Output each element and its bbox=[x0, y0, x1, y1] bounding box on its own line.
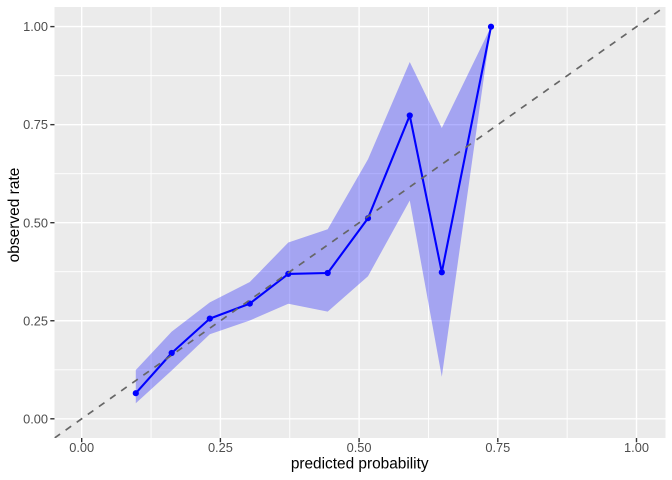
svg-text:1.00: 1.00 bbox=[23, 19, 48, 34]
svg-text:0.25: 0.25 bbox=[23, 313, 48, 328]
svg-text:0.00: 0.00 bbox=[23, 411, 48, 426]
svg-text:0.00: 0.00 bbox=[69, 440, 94, 455]
svg-text:observed rate: observed rate bbox=[6, 168, 23, 263]
svg-text:1.00: 1.00 bbox=[624, 440, 649, 455]
svg-text:0.50: 0.50 bbox=[23, 215, 48, 230]
svg-text:0.75: 0.75 bbox=[23, 117, 48, 132]
svg-text:predicted probability: predicted probability bbox=[291, 455, 429, 472]
svg-text:0.50: 0.50 bbox=[347, 440, 372, 455]
svg-text:0.75: 0.75 bbox=[485, 440, 510, 455]
svg-text:0.25: 0.25 bbox=[208, 440, 233, 455]
